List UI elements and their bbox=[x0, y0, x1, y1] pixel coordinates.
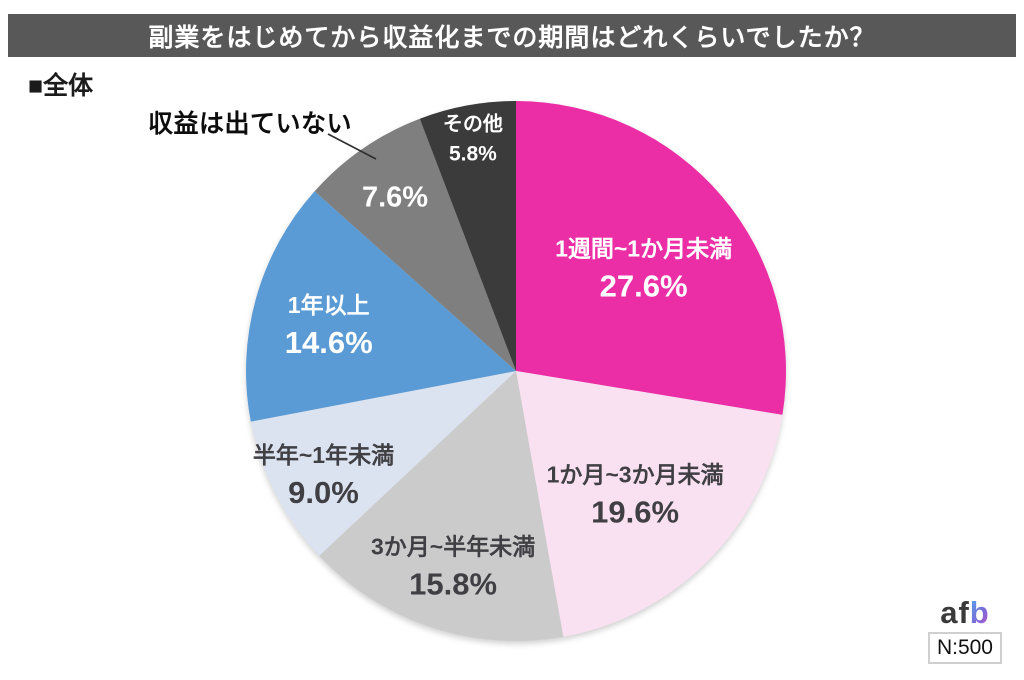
slice-label-1: 1か月~3か月未満 bbox=[547, 462, 724, 488]
chart-title: 副業をはじめてから収益化までの期間はどれくらいでしたか？ bbox=[148, 23, 876, 52]
pie-slice-1 bbox=[516, 371, 783, 637]
slice-label-0: 1週間~1か月未満 bbox=[555, 236, 732, 262]
slice-value-2: 15.8% bbox=[409, 567, 497, 602]
afb-logo-af: af bbox=[940, 594, 970, 630]
slice-value-4: 14.6% bbox=[285, 325, 373, 360]
pie-slice-4 bbox=[246, 191, 516, 422]
sample-size-badge: N:500 bbox=[927, 631, 1002, 664]
brand-footer: afb N:500 bbox=[927, 597, 1002, 664]
slice-value-5: 7.6% bbox=[362, 181, 428, 213]
pie-slice-0 bbox=[516, 101, 786, 415]
pie-slice-3 bbox=[250, 371, 517, 556]
group-label: ■全体 bbox=[28, 72, 94, 100]
slice-label-4: 1年以上 bbox=[288, 292, 370, 318]
pie-slice-2 bbox=[319, 371, 564, 641]
afb-logo: afb bbox=[940, 597, 990, 628]
pie-slices-group bbox=[246, 100, 786, 641]
title-bar: 副業をはじめてから収益化までの期間はどれくらいでしたか？ bbox=[8, 14, 1016, 57]
pie-slice-6 bbox=[419, 100, 516, 371]
callout-label: 収益は出ていない bbox=[148, 110, 353, 138]
slice-label-3: 半年~1年未満 bbox=[253, 442, 394, 468]
slice-label-6: その他 bbox=[443, 111, 503, 135]
slice-value-6: 5.8% bbox=[449, 142, 497, 165]
pie-slice-5 bbox=[314, 118, 516, 371]
slice-value-3: 9.0% bbox=[288, 475, 359, 510]
afb-logo-b: b bbox=[969, 594, 990, 630]
slice-value-1: 19.6% bbox=[591, 495, 679, 530]
slice-value-0: 27.6% bbox=[600, 269, 688, 304]
callout-leader-line bbox=[327, 133, 377, 160]
slice-label-2: 3か月~半年未満 bbox=[371, 534, 535, 560]
